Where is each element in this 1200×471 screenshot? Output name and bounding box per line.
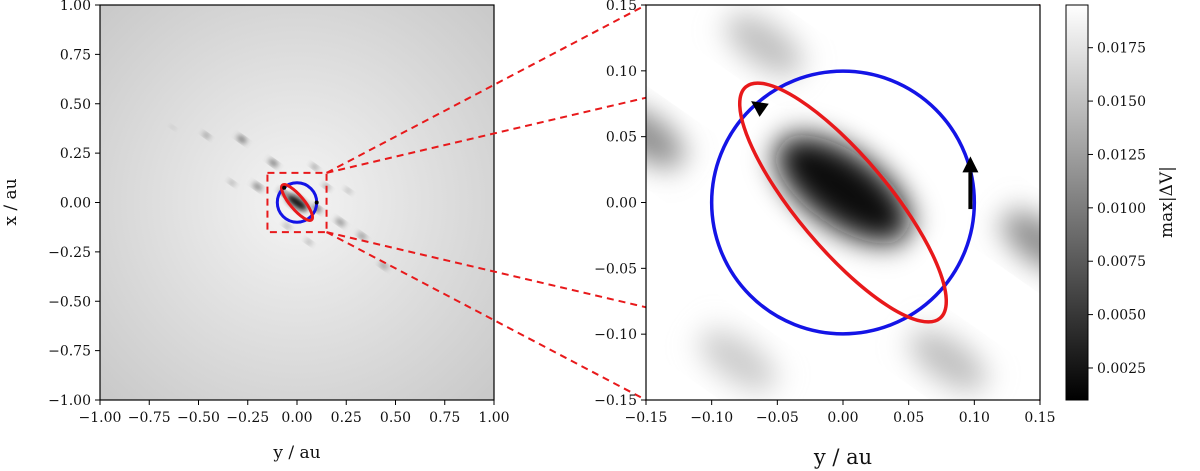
connector-line (326, 4, 647, 174)
x-tick-label: 0.05 (893, 410, 924, 426)
direction-arrow (962, 156, 979, 210)
colorbar: 0.0175 0.0150 0.0125 0.0100 0.0075 0.0050 0.00… (1065, 4, 1177, 401)
heat-blob (228, 180, 236, 186)
heat-blob (699, 329, 777, 392)
arrow-head (962, 156, 979, 173)
y-tick-label: −0.05 (594, 261, 637, 277)
x-tick-label: 0.15 (1024, 410, 1055, 426)
direction-arrow (751, 101, 769, 117)
overview-x-ticks: −1.00 −0.75 −0.50 −0.25 0.00 0.25 0.50 0.75 1.00 (79, 400, 510, 426)
x-tick-label: −1.00 (79, 410, 122, 426)
heat-blob (202, 132, 210, 139)
zoom-x-label: y / au (813, 445, 872, 469)
y-tick-label: −0.15 (594, 393, 637, 409)
colorbar-ticks: 0.0175 0.0150 0.0125 0.0100 0.0075 0.0050 0.00… (1088, 41, 1146, 377)
colorbar-tick-label: 0.0175 (1097, 41, 1146, 57)
overview-y-label: x / au (1, 178, 21, 225)
y-tick-label: 0.75 (60, 47, 91, 63)
y-tick-label: −0.10 (594, 327, 637, 343)
circular-orbit (709, 69, 977, 336)
elliptical-orbit (280, 183, 314, 222)
y-tick-label: 1.00 (60, 0, 91, 14)
overview-y-ticks: 1.00 0.75 0.50 0.25 0.00 −0.25 −0.50 −0.75 −1.00 (48, 0, 100, 409)
heat-blob (357, 232, 367, 240)
y-tick-label: 0.15 (606, 0, 637, 14)
heat-blob (335, 218, 346, 226)
overview-panel: −1.00 −0.75 −0.50 −0.25 0.00 0.25 0.50 0.75 1.00… (1, 0, 510, 463)
colorbar-gradient (1065, 4, 1089, 401)
x-tick-label: 0.00 (827, 410, 858, 426)
zoom-box (266, 171, 328, 234)
x-tick-label: −0.15 (625, 410, 668, 426)
heat-blob (909, 329, 987, 392)
elliptical-orbit (737, 81, 949, 324)
y-tick-label: 0.25 (60, 146, 91, 162)
y-tick-label: 0.00 (606, 196, 637, 212)
y-tick-label: 0.05 (606, 130, 637, 146)
x-tick-label: −0.10 (690, 410, 733, 426)
y-tick-label: −0.50 (48, 294, 91, 310)
zoom-panel: −0.15 −0.10 −0.05 0.00 0.05 0.10 0.15 0.15 0.10… (594, 0, 1056, 469)
heat-blob (1001, 211, 1040, 273)
marker-dot (282, 185, 287, 190)
x-tick-label: 0.10 (959, 410, 990, 426)
x-tick-label: 0.75 (429, 410, 460, 426)
zoom-orbits (709, 69, 977, 336)
x-tick-label: 0.00 (281, 410, 312, 426)
heat-blob (305, 239, 313, 245)
heat-blob (268, 159, 279, 167)
y-tick-label: 0.50 (60, 97, 91, 113)
colorbar-label: max|ΔV| (1157, 166, 1177, 238)
y-tick-label: −0.25 (48, 245, 91, 261)
heat-blob (379, 262, 388, 269)
heat-blob (237, 135, 247, 143)
colorbar-tick-label: 0.0125 (1097, 147, 1146, 163)
arrow-head (751, 101, 769, 117)
heat-blob (283, 223, 291, 229)
y-tick-label: −0.75 (48, 344, 91, 360)
x-tick-label: 0.25 (331, 410, 362, 426)
zoom-arrows (751, 101, 979, 210)
overview-orbits (275, 181, 319, 224)
heat-blob (286, 194, 308, 211)
y-tick-label: 0.00 (60, 196, 91, 212)
connector-line (326, 231, 647, 401)
heat-blob (170, 125, 176, 130)
zoom-y-ticks: 0.15 0.10 0.05 0.00 −0.05 −0.10 −0.15 (594, 0, 646, 409)
x-tick-label: −0.50 (177, 410, 220, 426)
colorbar-tick-label: 0.0050 (1097, 308, 1146, 324)
x-tick-label: 1.00 (478, 410, 509, 426)
colorbar-tick-label: 0.0025 (1097, 361, 1146, 377)
x-tick-label: −0.05 (756, 410, 799, 426)
heat-blob (344, 188, 352, 194)
y-tick-label: −1.00 (48, 393, 91, 409)
colorbar-tick-label: 0.0075 (1097, 254, 1146, 270)
overview-x-label: y / au (272, 443, 320, 463)
x-tick-label: 0.50 (380, 410, 411, 426)
heat-blob (252, 183, 263, 191)
y-tick-label: 0.10 (606, 64, 637, 80)
heat-blob (311, 164, 319, 170)
x-tick-label: −0.25 (226, 410, 269, 426)
zoom-x-ticks: −0.15 −0.10 −0.05 0.00 0.05 0.10 0.15 (625, 400, 1056, 426)
heat-blob (725, 13, 803, 76)
marker-dot (314, 200, 319, 205)
heat-blob (775, 135, 911, 244)
x-tick-label: −0.75 (128, 410, 171, 426)
colorbar-tick-label: 0.0150 (1097, 94, 1146, 110)
colorbar-tick-label: 0.0100 (1097, 201, 1146, 217)
